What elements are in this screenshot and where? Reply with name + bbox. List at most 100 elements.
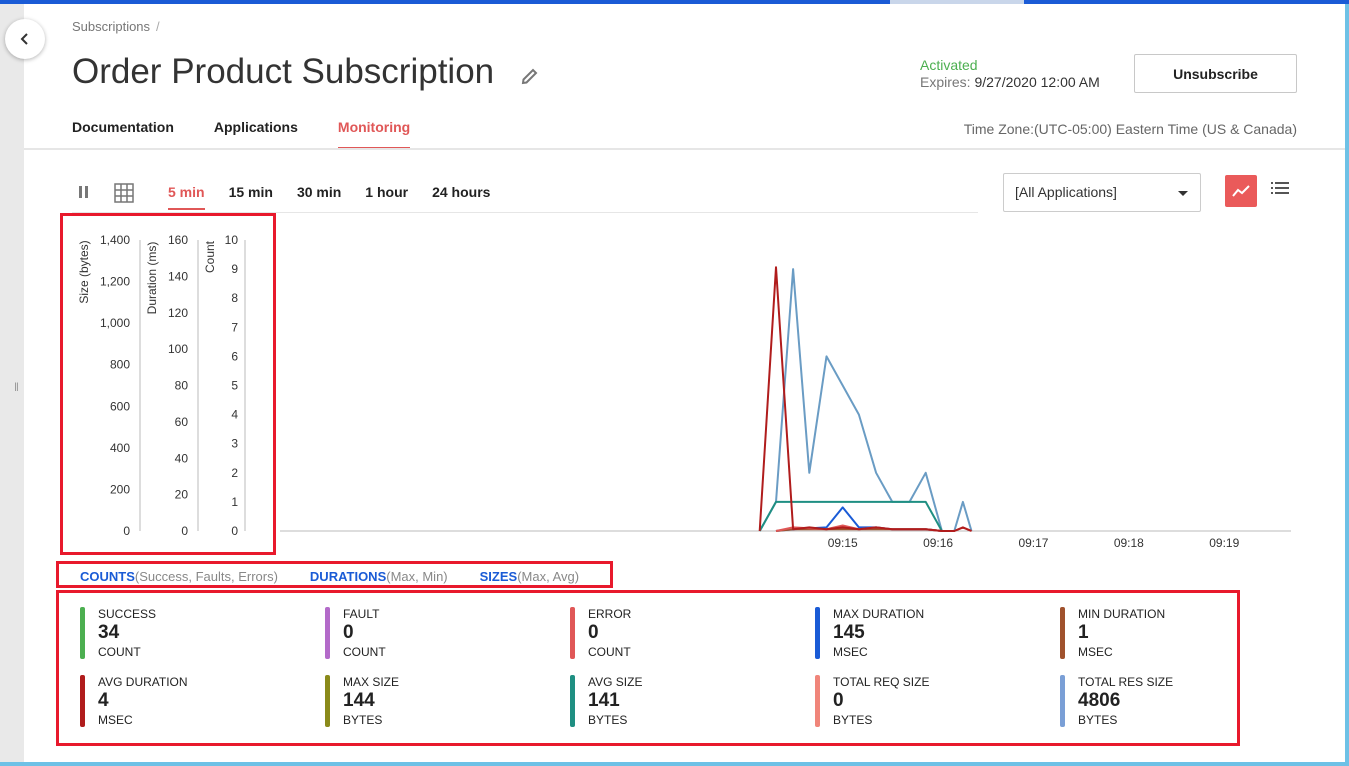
line-chart-icon — [1232, 185, 1250, 197]
axis-tick-label: 8 — [231, 291, 238, 305]
timezone-label: Time Zone:(UTC-05:00) Eastern Time (US &… — [963, 121, 1297, 137]
expiry-info: Expires: 9/27/2020 12:00 AM — [920, 74, 1100, 91]
legend-sizes-key[interactable]: SIZES — [479, 569, 518, 584]
highlight-box-stats — [56, 590, 1240, 746]
chevron-left-icon — [20, 33, 28, 45]
unsubscribe-button[interactable]: Unsubscribe — [1134, 54, 1297, 93]
top-accent-bar — [0, 0, 1349, 4]
right-edge — [1345, 4, 1349, 766]
stat-label: SUCCESS — [98, 607, 157, 621]
axis-tick-label: 6 — [231, 349, 238, 363]
tab-documentation[interactable]: Documentation — [72, 119, 174, 135]
axis-tick-label: 3 — [231, 437, 238, 451]
stat-color-bar — [1060, 675, 1065, 727]
stat-color-bar — [1060, 607, 1065, 659]
stat-unit: BYTES — [343, 713, 383, 727]
stat-label: TOTAL RES SIZE — [1078, 675, 1174, 689]
stat-label: AVG DURATION — [98, 675, 188, 689]
axis-tick-label: 0 — [231, 524, 238, 538]
range-divider — [72, 212, 978, 213]
axis-tick-label: 400 — [110, 441, 130, 455]
caret-down-icon — [1178, 191, 1188, 196]
line-chart-view-button[interactable] — [1225, 175, 1257, 207]
legend-sizes-detail: (Max, Avg) — [517, 569, 580, 584]
stat-label: MAX DURATION — [833, 607, 925, 621]
edit-pencil-icon[interactable] — [520, 66, 540, 86]
stat-value: 4806 — [1078, 690, 1121, 711]
range-30-min[interactable]: 30 min — [296, 184, 342, 200]
legend-sizes[interactable]: SIZES(Max, Avg) — [480, 569, 579, 584]
stat-fault: FAULT 0 COUNT — [325, 607, 570, 659]
stat-avg-size: AVG SIZE 141 BYTES — [570, 675, 815, 727]
x-tick-label: 09:17 — [1018, 536, 1048, 550]
axis-tick-label: 2 — [231, 466, 238, 480]
stat-unit: BYTES — [588, 713, 628, 727]
list-icon[interactable] — [1270, 180, 1290, 196]
stat-value: 1 — [1078, 622, 1089, 643]
stat-unit: COUNT — [588, 645, 631, 659]
stat-color-bar — [80, 607, 85, 659]
stat-color-bar — [570, 607, 575, 659]
axis-tick-label: 1,000 — [100, 316, 130, 330]
stat-label: AVG SIZE — [588, 675, 643, 689]
time-range-selector: 5 min 15 min 30 min 1 hour 24 hours — [168, 184, 514, 210]
stat-unit: MSEC — [833, 645, 868, 659]
stat-max-size: MAX SIZE 144 BYTES — [325, 675, 570, 727]
axis-tick-label: 800 — [110, 358, 130, 372]
legend-counts[interactable]: COUNTS(Success, Faults, Errors) — [80, 569, 278, 584]
status-activated: Activated — [920, 57, 978, 73]
range-1-hour[interactable]: 1 hour — [365, 184, 409, 200]
stat-value: 4 — [98, 690, 109, 711]
expires-value: 9/27/2020 12:00 AM — [974, 74, 1100, 90]
top-accent-segment — [890, 0, 1024, 4]
axis-tick-label: 10 — [225, 233, 239, 247]
axis-tick-label: 9 — [231, 262, 238, 276]
left-rail[interactable]: ‖ — [0, 4, 24, 766]
stat-label: FAULT — [343, 607, 380, 621]
stat-value: 0 — [343, 622, 354, 643]
range-24-hours[interactable]: 24 hours — [432, 184, 491, 200]
stat-color-bar — [815, 675, 820, 727]
x-tick-label: 09:15 — [828, 536, 858, 550]
axis-tick-label: 1 — [231, 495, 238, 509]
back-button[interactable] — [5, 19, 45, 59]
axis-title: Size (bytes) — [77, 240, 91, 303]
axis-tick-label: 1,400 — [100, 233, 130, 247]
highlight-box-legend — [56, 561, 613, 588]
axis-tick-label: 20 — [175, 488, 189, 502]
series-line-1 — [758, 500, 943, 532]
stat-unit: MSEC — [1078, 645, 1113, 659]
stat-color-bar — [325, 607, 330, 659]
stat-total-req-size: TOTAL REQ SIZE 0 BYTES — [815, 675, 1060, 727]
legend-durations[interactable]: DURATIONS(Max, Min) — [310, 569, 448, 584]
axis-tick-label: 4 — [231, 408, 238, 422]
series-line-5 — [758, 266, 972, 532]
legend-durations-key[interactable]: DURATIONS — [309, 569, 387, 584]
axis-tick-label: 200 — [110, 482, 130, 496]
pause-icon[interactable] — [78, 185, 90, 199]
stat-value: 141 — [588, 690, 620, 711]
stat-label: MIN DURATION — [1078, 607, 1166, 621]
application-filter-select[interactable]: [All Applications] — [1003, 173, 1201, 212]
range-15-min[interactable]: 15 min — [228, 184, 273, 200]
range-5-min[interactable]: 5 min — [168, 184, 205, 210]
axis-tick-label: 0 — [123, 524, 130, 538]
legend-counts-detail: (Success, Faults, Errors) — [134, 569, 278, 584]
stat-color-bar — [80, 675, 85, 727]
stat-unit: COUNT — [98, 645, 141, 659]
stat-color-bar — [815, 607, 820, 659]
resize-handle-icon[interactable]: ‖ — [14, 380, 19, 394]
subscription-status: Activated Expires: 9/27/2020 12:00 AM — [920, 57, 1100, 91]
stat-value: 34 — [98, 622, 120, 643]
axis-tick-label: 80 — [175, 379, 189, 393]
axis-tick-label: 40 — [175, 451, 189, 465]
page-title: Order Product Subscription — [72, 52, 495, 91]
tab-applications[interactable]: Applications — [213, 119, 298, 135]
axis-tick-label: 120 — [168, 306, 188, 320]
stat-value: 145 — [833, 622, 865, 643]
legend-counts-key[interactable]: COUNTS — [80, 569, 135, 584]
grid-icon[interactable] — [114, 183, 134, 203]
application-filter-value: [All Applications] — [1015, 184, 1117, 200]
breadcrumb-subscriptions[interactable]: Subscriptions — [72, 19, 151, 34]
